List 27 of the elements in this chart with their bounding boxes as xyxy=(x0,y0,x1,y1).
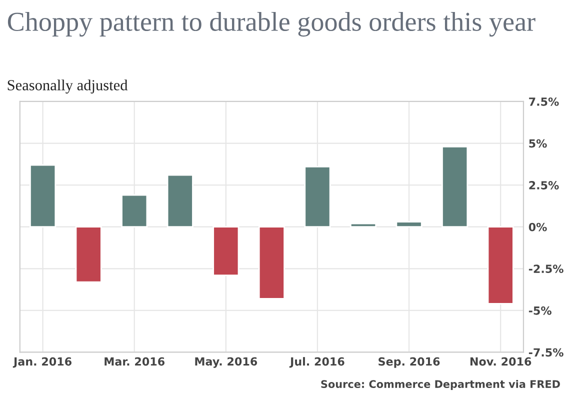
y-tick-label: 0% xyxy=(528,222,547,232)
x-tick-label: Nov. 2016 xyxy=(470,357,532,366)
y-tick-label: 2.5% xyxy=(529,181,559,190)
x-tick-label: Jan. 2016 xyxy=(12,357,72,368)
bar xyxy=(487,226,514,304)
x-tick-label: Jul. 2016 xyxy=(289,357,344,368)
bar xyxy=(30,164,56,228)
bar xyxy=(75,226,102,283)
bar xyxy=(442,146,468,228)
source-note: Source: Commerce Department via FRED xyxy=(321,380,560,390)
x-tick-label: May. 2016 xyxy=(195,357,258,368)
y-tick-label: -2.5% xyxy=(528,264,564,274)
bar xyxy=(304,166,331,228)
y-tick-label: -7.5% xyxy=(528,348,564,357)
y-tick-label: -5% xyxy=(528,306,552,315)
bar xyxy=(350,222,377,228)
bar xyxy=(121,194,148,228)
y-tick-label: 5% xyxy=(529,139,547,148)
bar xyxy=(396,221,422,228)
bar xyxy=(212,226,240,276)
chart-title: Choppy pattern to durable goods orders this year xyxy=(8,12,536,37)
bar xyxy=(166,174,194,228)
bar xyxy=(258,226,285,300)
x-tick-label: Mar. 2016 xyxy=(104,357,164,366)
x-tick-label: Sep. 2016 xyxy=(378,357,440,368)
chart-subtitle: Seasonally adjusted xyxy=(8,80,128,94)
y-tick-label: 7.5% xyxy=(529,97,559,106)
